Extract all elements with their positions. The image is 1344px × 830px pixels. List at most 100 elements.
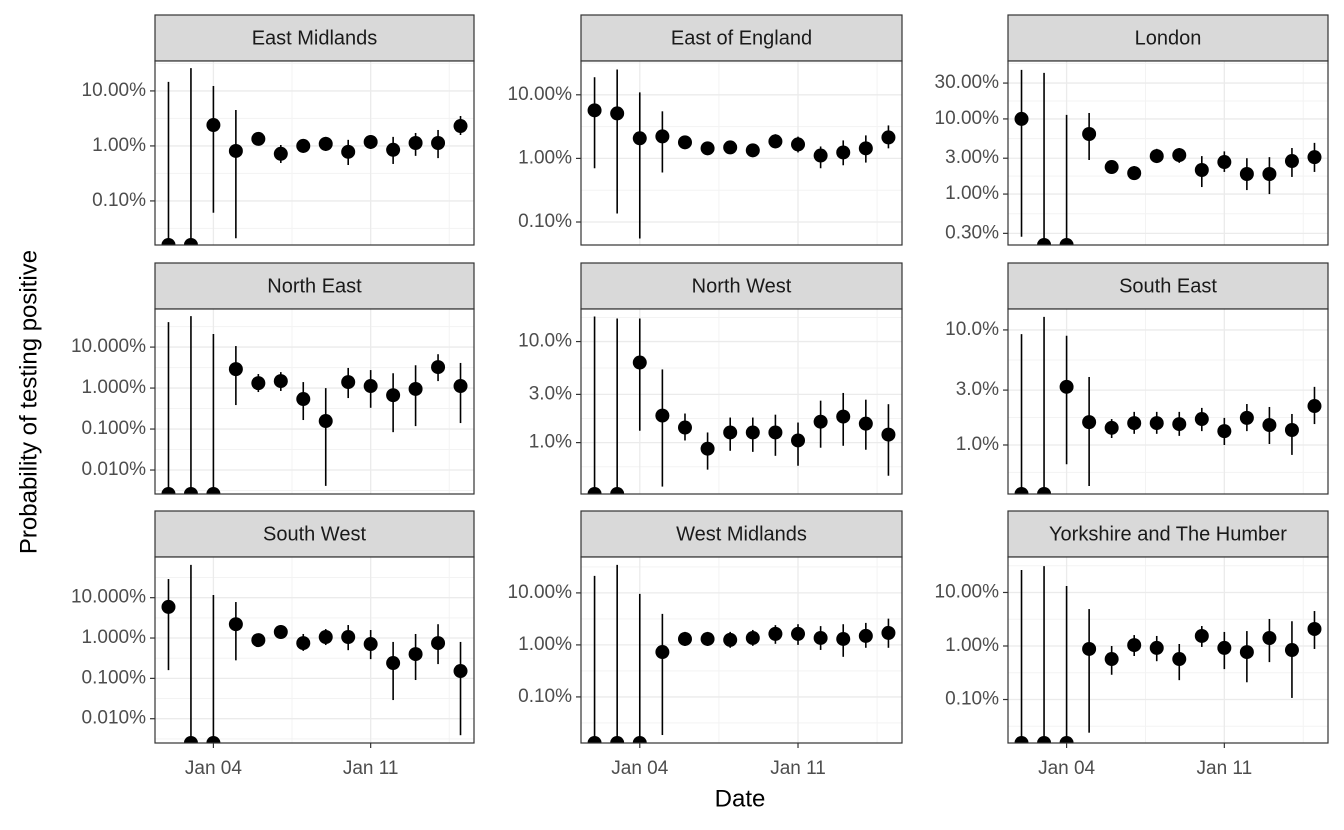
point [632, 736, 647, 743]
point [677, 631, 692, 646]
point [296, 392, 311, 407]
point [453, 664, 468, 679]
marks [1014, 566, 1322, 743]
point [251, 376, 266, 391]
point [408, 381, 423, 396]
y-tick-label: 1.00% [945, 635, 999, 656]
panel: Yorkshire and The Humber 0.10% 1.00% 10.00%… [935, 510, 1329, 779]
strip [1007, 510, 1329, 558]
plot-background [155, 61, 474, 245]
point [881, 427, 896, 442]
y-tick-label: 1.00% [945, 183, 999, 204]
plot-background [581, 557, 902, 743]
panel-border [154, 556, 475, 744]
point [318, 414, 333, 429]
panel-border [580, 308, 903, 495]
point [768, 134, 783, 149]
point [273, 625, 288, 640]
point [813, 414, 828, 429]
y-axis-label: Probability of testing positive [15, 250, 42, 554]
point [1127, 166, 1142, 181]
y-tick-label: 1.00% [518, 147, 572, 168]
point [1194, 412, 1209, 427]
strip [580, 14, 903, 62]
point [1307, 150, 1322, 165]
point [677, 135, 692, 150]
point [1172, 417, 1187, 432]
point [1262, 166, 1277, 181]
y-tick-label: 1.0% [529, 432, 572, 453]
point [587, 487, 602, 494]
point [431, 636, 446, 651]
y-tick-label: 0.10% [518, 686, 572, 707]
panel-title: West Midlands [676, 523, 807, 545]
point [1239, 166, 1254, 181]
point [791, 137, 806, 152]
y-tick-label: 10.00% [508, 84, 573, 105]
point [587, 736, 602, 743]
point [1194, 163, 1209, 178]
panel-border [580, 60, 903, 246]
point [768, 425, 783, 440]
point [836, 409, 851, 424]
y-tick-label: 30.00% [935, 72, 1000, 93]
point [610, 106, 625, 121]
point [1284, 643, 1299, 658]
panel-title: East of England [671, 27, 812, 49]
point [431, 360, 446, 375]
y-tick-label: 10.00% [935, 108, 1000, 129]
point [610, 736, 625, 743]
plot-background [1008, 557, 1328, 743]
point [723, 140, 738, 155]
panel-border [580, 556, 903, 744]
plot-background [155, 557, 474, 743]
point [273, 374, 288, 389]
point [1014, 487, 1029, 494]
point [1104, 652, 1119, 667]
point [858, 416, 873, 431]
point [1262, 631, 1277, 646]
point [858, 141, 873, 156]
y-tick-label: 0.10% [945, 689, 999, 710]
point [341, 375, 356, 390]
point [1239, 410, 1254, 425]
marks [161, 68, 468, 245]
marks [1014, 316, 1322, 494]
point [386, 142, 401, 157]
point [183, 487, 198, 494]
point [881, 130, 896, 145]
point [386, 388, 401, 403]
point [1082, 415, 1097, 430]
point [1217, 424, 1232, 439]
y-tick-label: 0.010% [82, 459, 147, 480]
plot-background [1008, 61, 1328, 245]
panel-title: East Midlands [252, 27, 378, 49]
point [408, 647, 423, 662]
y-tick-label: 0.100% [82, 667, 147, 688]
y-tick-label: 0.30% [945, 222, 999, 243]
point [363, 379, 378, 394]
point [1149, 149, 1164, 164]
panel-title: North West [692, 275, 792, 297]
point [655, 129, 670, 144]
point [251, 131, 266, 146]
strip [154, 510, 475, 558]
x-axis-label: Date [715, 785, 766, 812]
y-tick-label: 10.00% [82, 80, 147, 101]
y-tick-label: 3.0% [529, 383, 572, 404]
point [1307, 399, 1322, 414]
point [881, 625, 896, 640]
point [341, 144, 356, 159]
y-tick-label: 1.00% [518, 634, 572, 655]
point [1127, 416, 1142, 431]
point [1127, 638, 1142, 653]
y-tick-label: 0.100% [82, 418, 147, 439]
y-tick-label: 10.00% [508, 582, 573, 603]
point [161, 599, 176, 614]
point [1104, 420, 1119, 435]
point [228, 617, 243, 632]
marks [161, 564, 468, 743]
point [206, 487, 221, 494]
panel-border [154, 308, 475, 495]
